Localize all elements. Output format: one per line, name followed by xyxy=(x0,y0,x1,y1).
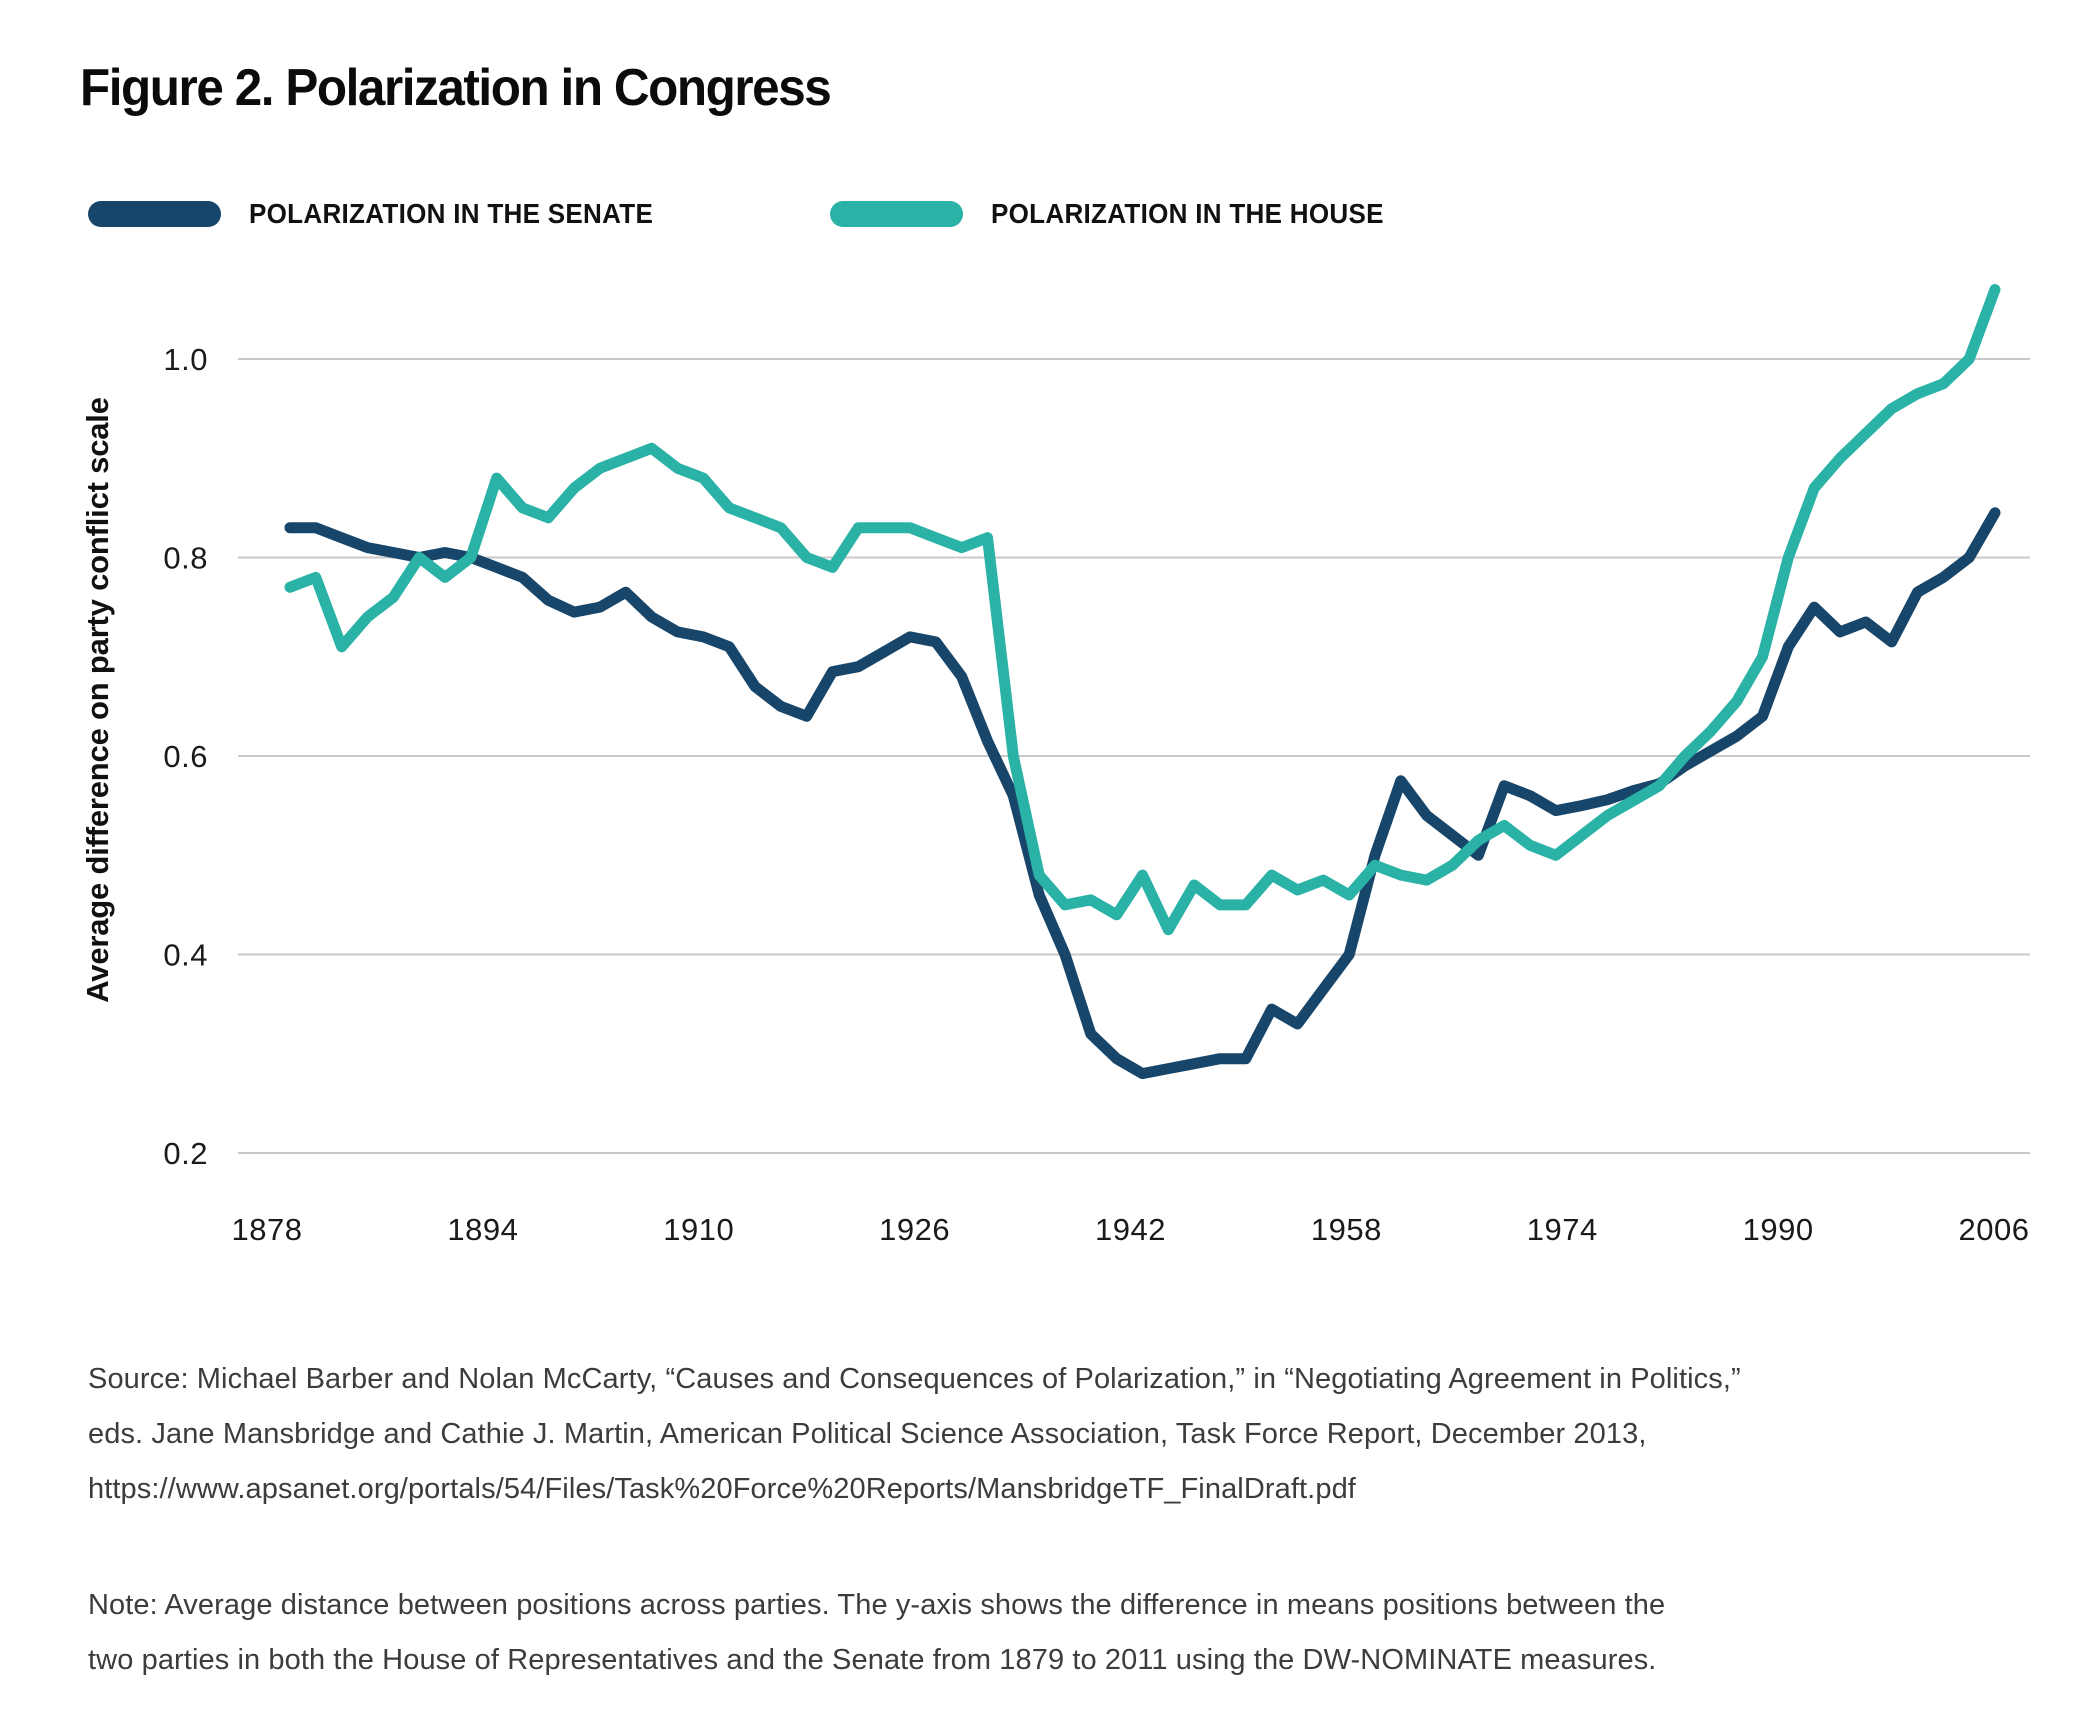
legend-item-senate: POLARIZATION IN THE SENATE xyxy=(88,198,684,230)
x-tick-label: 1958 xyxy=(1311,1212,1382,1247)
senate-line-swatch-icon xyxy=(88,201,221,227)
figure-title: Figure 2. Polarization in Congress xyxy=(80,59,832,117)
y-tick-label: 0.2 xyxy=(163,1136,208,1171)
y-axis-title: Average difference on party conflict sca… xyxy=(80,397,115,1003)
legend-label-senate: POLARIZATION IN THE SENATE xyxy=(249,198,654,229)
senate-line xyxy=(284,507,2001,1080)
line-chart-svg: 1.0 0.8 0.6 0.4 0.2 1878 1894 1910 1926 1942 1958 1… xyxy=(80,284,2030,1247)
y-tick-label: 1.0 xyxy=(163,342,208,377)
x-tick-label: 1878 xyxy=(232,1212,303,1247)
source-citation: Source: Michael Barber and Nolan McCarty… xyxy=(88,1352,1741,1517)
legend-label-house: POLARIZATION IN THE HOUSE xyxy=(991,198,1384,229)
polarization-line-chart: 1.0 0.8 0.6 0.4 0.2 1878 1894 1910 1926 1942 1958 1… xyxy=(0,230,2084,1280)
x-tick-label: 2006 xyxy=(1959,1212,2030,1247)
y-tick-label: 0.4 xyxy=(163,938,208,973)
house-line-swatch-icon xyxy=(830,201,963,227)
figure-note: Note: Average distance between positions… xyxy=(88,1578,1665,1688)
source-line-2: eds. Jane Mansbridge and Cathie J. Marti… xyxy=(88,1418,1647,1450)
y-tick-label: 0.8 xyxy=(163,541,208,576)
x-tick-label: 1974 xyxy=(1527,1212,1598,1247)
x-tick-label: 1990 xyxy=(1743,1212,1814,1247)
legend-item-house: POLARIZATION IN THE HOUSE xyxy=(830,198,1413,230)
x-tick-label: 1926 xyxy=(879,1212,950,1247)
house-line xyxy=(284,284,2001,936)
x-tick-label: 1910 xyxy=(663,1212,734,1247)
source-url: https://www.apsanet.org/portals/54/Files… xyxy=(88,1473,1356,1505)
source-line-1: Source: Michael Barber and Nolan McCarty… xyxy=(88,1363,1741,1395)
x-tick-label: 1942 xyxy=(1095,1212,1166,1247)
note-line-1: Note: Average distance between positions… xyxy=(88,1589,1666,1621)
y-tick-label: 0.6 xyxy=(163,739,208,774)
note-line-2: two parties in both the House of Represe… xyxy=(88,1644,1657,1676)
x-tick-label: 1894 xyxy=(447,1212,518,1247)
